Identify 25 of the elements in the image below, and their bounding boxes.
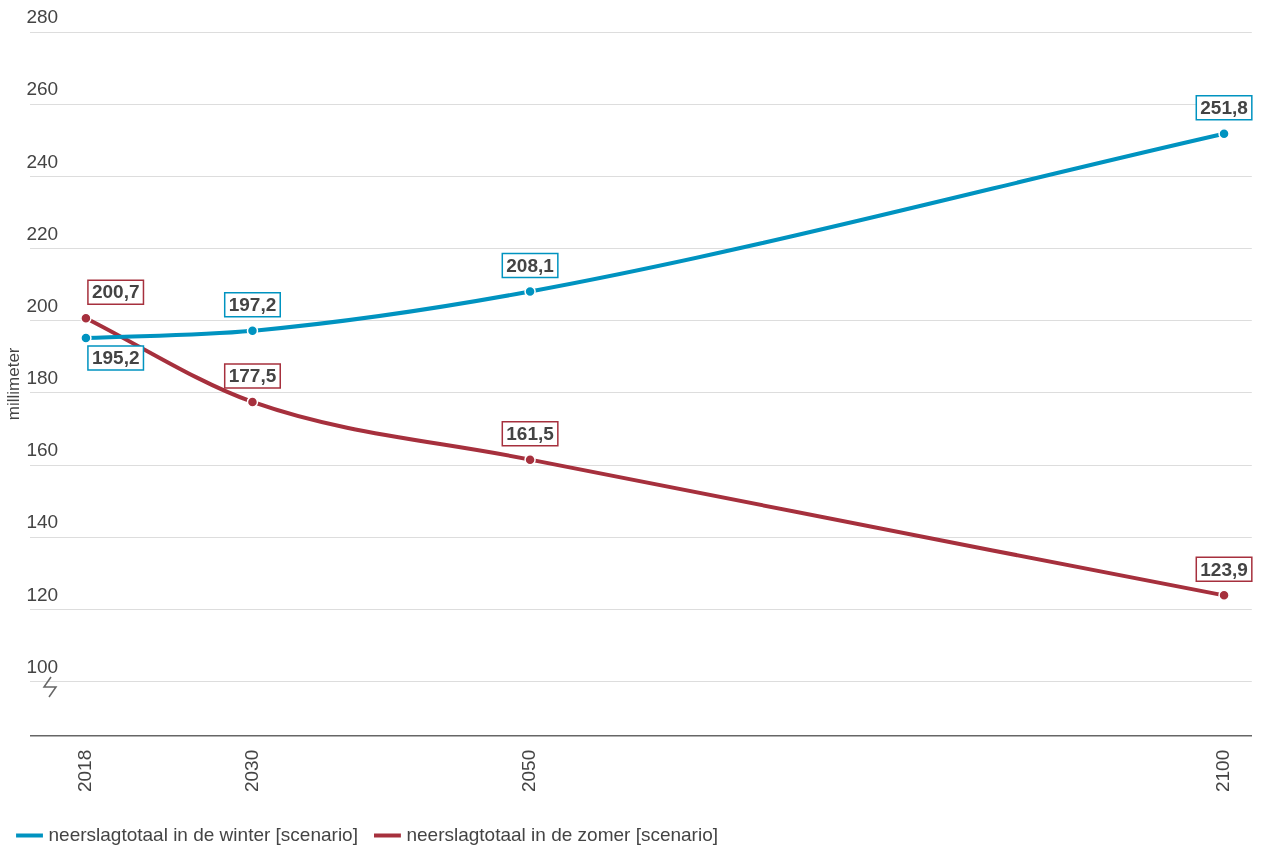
y-tick-label: 160 [26,439,59,461]
x-tick-label: 2050 [518,749,540,793]
data-label: 195,2 [91,347,140,369]
data-label: 208,1 [506,254,555,276]
data-label: 200,7 [91,281,140,303]
y-tick-label: 260 [26,78,59,100]
legend-label: neerslagtotaal in de zomer [scenario] [406,823,719,845]
y-tick-label: 280 [26,6,59,28]
legend-label: neerslagtotaal in de winter [scenario] [48,823,358,845]
y-axis-title: millimeter [3,347,23,421]
data-label: 161,5 [506,422,555,444]
y-tick-label: 140 [26,511,59,533]
x-tick-label: 2030 [240,749,262,793]
y-tick-label: 240 [26,150,59,172]
y-tick-label: 180 [26,367,59,389]
data-label: 251,8 [1200,97,1248,118]
x-tick-label: 2100 [1212,749,1234,793]
data-label: 197,2 [228,294,277,316]
y-tick-label: 220 [26,222,59,244]
data-label: 123,9 [1200,558,1248,580]
y-tick-label: 200 [26,294,59,316]
y-tick-label: 120 [26,583,59,605]
x-tick-label: 2018 [74,749,96,793]
y-tick-label: 100 [26,655,59,677]
data-label: 177,5 [228,365,277,387]
